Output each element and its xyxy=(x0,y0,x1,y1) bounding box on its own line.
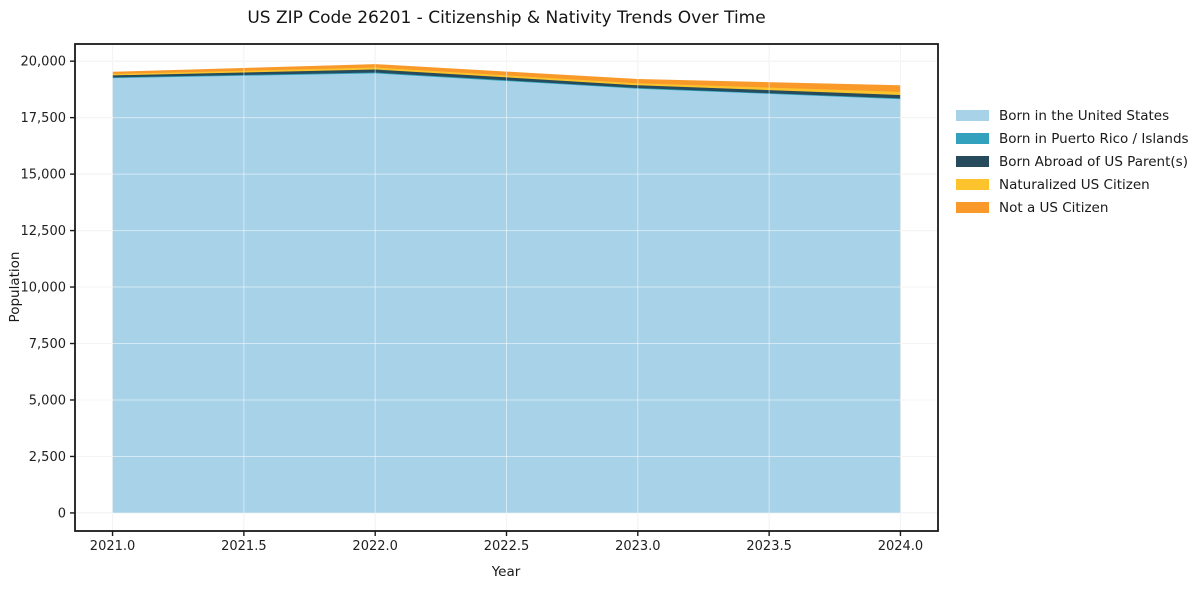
legend-swatch xyxy=(956,133,989,144)
legend-item: Naturalized US Citizen xyxy=(956,173,1189,196)
legend-item: Born Abroad of US Parent(s) xyxy=(956,150,1189,173)
legend-label: Naturalized US Citizen xyxy=(999,176,1150,193)
gridlines-overlay xyxy=(75,44,938,531)
axis-ticks: 0 2,500 5,000 7,500 10,000 12,500 15,000 17,500… xyxy=(21,55,924,554)
legend-swatch xyxy=(956,202,989,213)
y-tick-label: 2,500 xyxy=(29,450,66,465)
chart-title: US ZIP Code 26201 - Citizenship & Nativi… xyxy=(247,8,766,28)
y-axis-label: Population xyxy=(7,251,23,323)
legend-swatch xyxy=(956,179,989,190)
y-tick-label: 0 xyxy=(58,506,66,521)
x-tick-label: 2021.0 xyxy=(90,539,136,554)
y-tick-label: 20,000 xyxy=(21,55,67,70)
x-tick-label: 2022.5 xyxy=(484,539,530,554)
y-tick-label: 15,000 xyxy=(21,168,67,183)
legend-label: Born in Puerto Rico / Islands xyxy=(999,130,1189,147)
y-tick-label: 17,500 xyxy=(21,111,67,126)
legend: Born in the United States Born in Puerto … xyxy=(956,104,1189,219)
x-tick-label: 2021.5 xyxy=(221,539,267,554)
x-tick-label: 2024.0 xyxy=(878,539,924,554)
legend-label: Born in the United States xyxy=(999,107,1170,124)
legend-item: Born in Puerto Rico / Islands xyxy=(956,127,1189,150)
legend-label: Not a US Citizen xyxy=(999,199,1109,216)
x-tick-label: 2022.0 xyxy=(352,539,398,554)
legend-label: Born Abroad of US Parent(s) xyxy=(999,153,1188,170)
x-tick-label: 2023.0 xyxy=(615,539,661,554)
legend-item: Not a US Citizen xyxy=(956,196,1189,219)
y-tick-label: 7,500 xyxy=(29,337,66,352)
legend-swatch xyxy=(956,156,989,167)
y-tick-label: 12,500 xyxy=(21,224,67,239)
x-tick-label: 2023.5 xyxy=(746,539,792,554)
x-axis-label: Year xyxy=(491,564,521,580)
legend-item: Born in the United States xyxy=(956,104,1189,127)
y-tick-label: 5,000 xyxy=(29,393,66,408)
y-tick-label: 10,000 xyxy=(21,281,67,296)
legend-swatch xyxy=(956,110,989,121)
